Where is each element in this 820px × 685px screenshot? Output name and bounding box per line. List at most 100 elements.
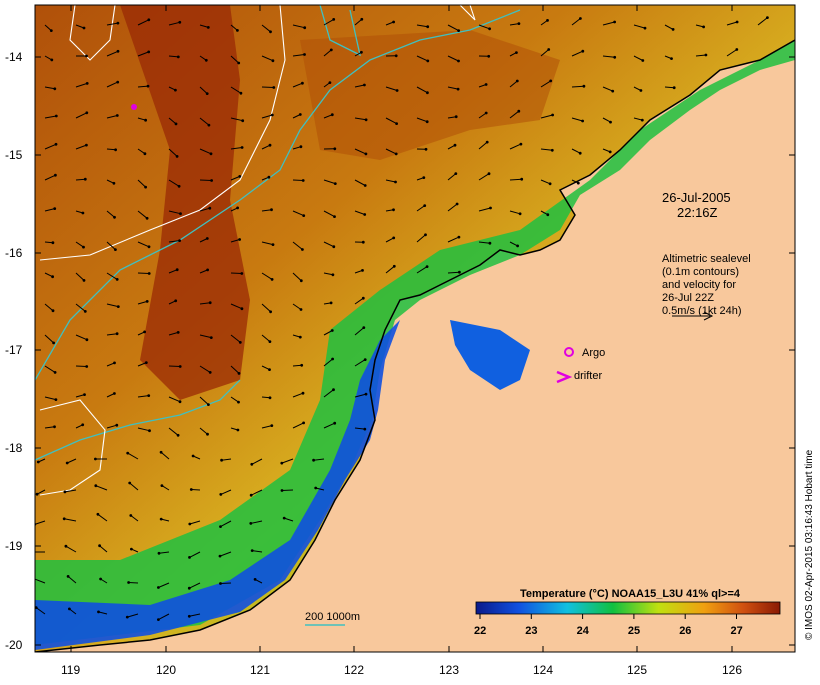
colorbar-tick-label: 27 bbox=[731, 625, 743, 637]
velocity-arrow-head bbox=[281, 489, 284, 492]
velocity-arrow-head bbox=[454, 172, 457, 175]
velocity-arrow-head bbox=[65, 545, 68, 548]
velocity-arrow-head bbox=[113, 182, 116, 185]
velocity-arrow-head bbox=[113, 216, 116, 219]
velocity-arrow-head bbox=[143, 331, 146, 334]
velocity-arrow-head bbox=[52, 342, 55, 345]
velocity-arrow-head bbox=[127, 581, 130, 584]
velocity-arrow-head bbox=[82, 246, 85, 249]
latitude-label: -16 bbox=[5, 246, 23, 260]
velocity-arrow-head bbox=[114, 148, 117, 151]
velocity-arrow-head bbox=[254, 578, 257, 581]
velocity-arrow bbox=[76, 366, 87, 367]
velocity-arrow-head bbox=[332, 273, 335, 276]
velocity-arrow-head bbox=[188, 523, 191, 526]
legend-line: Altimetric sealevel bbox=[662, 253, 751, 265]
velocity-arrow-head bbox=[457, 29, 460, 32]
velocity-arrow-head bbox=[68, 608, 71, 611]
velocity-arrow-head bbox=[179, 212, 182, 215]
velocity-arrow-head bbox=[422, 176, 425, 179]
velocity-arrow-head bbox=[207, 26, 210, 29]
velocity-arrow-head bbox=[52, 241, 55, 244]
velocity-arrow-head bbox=[269, 144, 272, 147]
velocity-arrow-head bbox=[161, 484, 164, 487]
velocity-arrow-head bbox=[52, 309, 55, 312]
velocity-arrow-head bbox=[219, 493, 222, 496]
velocity-arrow-head bbox=[300, 145, 303, 148]
velocity-arrow-head bbox=[175, 123, 178, 126]
velocity-arrow-head bbox=[190, 488, 193, 491]
velocity-arrow-head bbox=[64, 491, 67, 494]
velocity-arrow-head bbox=[300, 308, 303, 311]
velocity-arrow-head bbox=[579, 17, 582, 20]
velocity-arrow-head bbox=[83, 279, 86, 282]
velocity-arrow-head bbox=[519, 212, 522, 215]
velocity-arrow-head bbox=[361, 269, 364, 272]
velocity-arrow-head bbox=[520, 143, 523, 146]
velocity-arrow-head bbox=[299, 113, 302, 116]
velocity-arrow-head bbox=[457, 60, 460, 63]
velocity-arrow-head bbox=[219, 525, 222, 528]
velocity-arrow-head bbox=[332, 18, 335, 21]
velocity-arrow-head bbox=[331, 329, 334, 332]
velocity-arrow-head bbox=[238, 175, 241, 178]
velocity-arrow-head bbox=[220, 459, 223, 462]
velocity-arrow-head bbox=[520, 178, 523, 181]
velocity-arrow-head bbox=[363, 84, 366, 87]
velocity-arrow-head bbox=[157, 618, 160, 621]
legend-line: 0.5m/s (1kt 24h) bbox=[662, 305, 741, 317]
latitude-label: -15 bbox=[5, 148, 23, 162]
velocity-arrow-head bbox=[426, 265, 429, 268]
velocity-arrow-head bbox=[456, 203, 459, 206]
velocity-arrow-head bbox=[426, 60, 429, 63]
velocity-arrow-head bbox=[236, 29, 239, 32]
velocity-arrow-head bbox=[206, 237, 209, 240]
velocity-arrow-head bbox=[488, 27, 491, 30]
velocity-arrow-head bbox=[515, 51, 518, 54]
colorbar-tick-label: 25 bbox=[628, 625, 640, 637]
velocity-arrow-head bbox=[270, 208, 273, 211]
velocity-arrow-head bbox=[613, 21, 616, 24]
longitude-label: 122 bbox=[344, 663, 364, 677]
velocity-arrow-head bbox=[333, 147, 336, 150]
latitude-label: -20 bbox=[5, 638, 23, 652]
velocity-arrow-head bbox=[392, 21, 395, 24]
velocity-arrow-head bbox=[208, 207, 211, 210]
velocity-arrow bbox=[282, 490, 293, 491]
velocity-arrow-head bbox=[86, 338, 89, 341]
velocity-arrow-head bbox=[116, 278, 119, 281]
velocity-arrow-head bbox=[360, 18, 363, 21]
velocity-arrow-head bbox=[241, 119, 244, 122]
velocity-arrow-head bbox=[53, 425, 56, 428]
velocity-arrow-head bbox=[395, 153, 398, 156]
velocity-arrow-head bbox=[85, 111, 88, 114]
velocity-arrow-head bbox=[207, 403, 210, 406]
velocity-arrow-head bbox=[269, 396, 272, 399]
velocity-arrow-head bbox=[210, 336, 213, 339]
argo-float-marker bbox=[131, 104, 137, 110]
colorbar-title: Temperature (°C) NOAA15_L3U 41% ql>=4 bbox=[520, 588, 741, 600]
velocity-arrow-head bbox=[148, 245, 151, 248]
colorbar bbox=[476, 602, 780, 614]
velocity-arrow bbox=[221, 583, 232, 584]
velocity-arrow-head bbox=[735, 48, 738, 51]
velocity-arrow-head bbox=[188, 556, 191, 559]
velocity-arrow-head bbox=[314, 487, 317, 490]
velocity-arrow-head bbox=[55, 398, 58, 401]
longitude-label: 125 bbox=[627, 663, 647, 677]
velocity-arrow-head bbox=[249, 522, 252, 525]
velocity-arrow-head bbox=[51, 275, 54, 278]
velocity-arrow-head bbox=[50, 29, 53, 32]
velocity-arrow-head bbox=[179, 365, 182, 368]
velocity-arrow-head bbox=[144, 152, 147, 155]
velocity-arrow-head bbox=[55, 143, 58, 146]
credit-text: © IMOS 02-Apr-2015 03:16:43 Hobart time bbox=[804, 449, 815, 640]
velocity-arrow-head bbox=[331, 358, 334, 361]
velocity-arrow-head bbox=[455, 115, 458, 118]
velocity-arrow-head bbox=[238, 372, 241, 375]
longitude-label: 123 bbox=[439, 663, 459, 677]
velocity-arrow-head bbox=[270, 424, 273, 427]
velocity-arrow-head bbox=[300, 364, 303, 367]
velocity-arrow-head bbox=[579, 152, 582, 155]
